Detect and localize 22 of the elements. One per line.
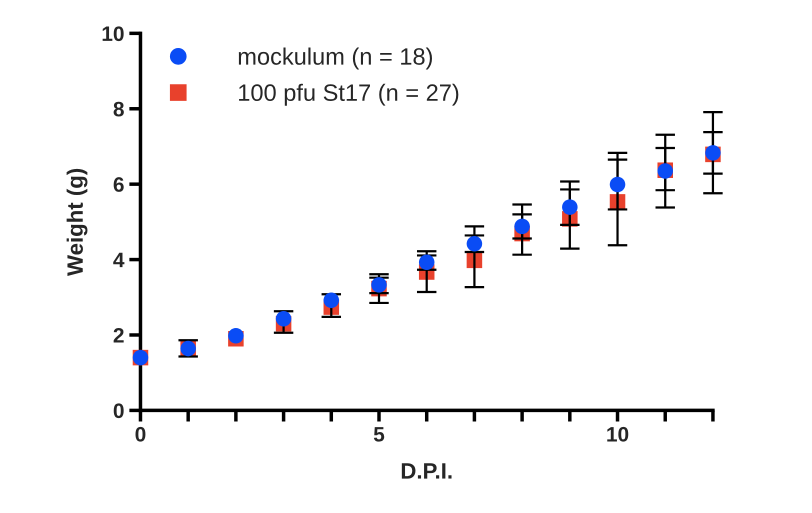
legend-label: mockulum (n = 18) (238, 48, 432, 70)
point (371, 277, 387, 293)
x-tick-label: 10 (607, 426, 628, 442)
legend-label: 100 pfu St17 (n = 27) (239, 84, 458, 106)
point (466, 236, 482, 252)
y-tick-label: 6 (114, 177, 124, 192)
x-tick-label: 5 (374, 427, 384, 442)
y-tick-label: 2 (114, 328, 124, 343)
point (418, 254, 434, 270)
point (610, 176, 626, 192)
point (276, 311, 292, 327)
point (562, 199, 578, 215)
y-tick-label: 4 (113, 252, 124, 268)
y-tick-label: 10 (102, 26, 124, 42)
point (324, 292, 340, 308)
y-tick-label: 8 (114, 102, 124, 117)
x-axis-title: D.P.I. (402, 463, 452, 479)
x-tick-label: 0 (136, 426, 146, 442)
point (228, 328, 244, 344)
y-axis-title: Weight (g) (66, 168, 88, 276)
point (514, 218, 530, 234)
y-tick-label: 0 (114, 403, 124, 418)
